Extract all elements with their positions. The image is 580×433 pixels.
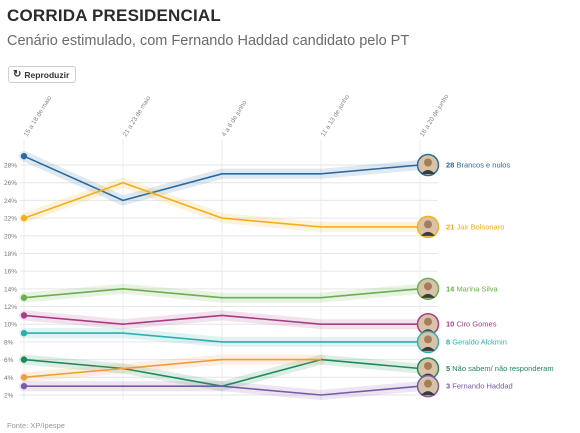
avatar-body [421, 170, 435, 174]
y-tick-label: 24% [4, 198, 17, 205]
avatar-body [421, 231, 435, 236]
series-start-point [20, 329, 28, 337]
series-line [24, 385, 421, 396]
avatar-head [424, 379, 432, 388]
x-tick-label: 11 a 13 de junho [320, 93, 352, 138]
series-end-label: 14 Marina Silva [446, 284, 499, 293]
series-line [23, 314, 420, 325]
x-tick-label: 21 a 23 de maio [122, 94, 153, 138]
avatar-head [424, 158, 432, 167]
y-tick-label: 6% [4, 357, 14, 364]
y-tick-label: 10% [4, 322, 17, 329]
series-line [23, 288, 421, 299]
y-tick-label: 8% [4, 339, 14, 346]
source-note: Fonte: XP/Ipespe [7, 421, 65, 430]
avatar-head [424, 335, 432, 344]
series-start-point [20, 374, 28, 381]
series-end-label: 5 Não sabem/ não responderam [446, 364, 554, 373]
replay-button[interactable]: ↻ Reproduzir [8, 66, 77, 83]
series-end-label: 10 Ciro Gomes [446, 320, 497, 329]
x-tick-label: 18 a 20 de junho [419, 93, 451, 138]
y-tick-label: 12% [4, 304, 17, 311]
series-line [23, 181, 420, 228]
series-start-point [20, 152, 28, 160]
page-title: CORRIDA PRESIDENCIAL [7, 6, 221, 25]
avatar-head [424, 220, 432, 229]
y-tick-label: 26% [4, 180, 17, 187]
avatar-body [421, 391, 435, 396]
x-tick-label: 15 a 18 de maio [23, 94, 54, 138]
y-tick-label: 28% [4, 163, 17, 170]
avatar-head [424, 317, 432, 326]
y-tick-label: 18% [4, 251, 17, 258]
replay-label: Reproduzir [24, 69, 70, 80]
avatar-body [421, 293, 435, 298]
y-tick-label: 4% [4, 375, 14, 382]
y-tick-label: 20% [4, 233, 17, 240]
replay-icon: ↻ [13, 68, 22, 80]
series-start-point [20, 382, 28, 390]
series-start-point [20, 214, 28, 222]
series-end-label: 8 Geraldo Alckmin [446, 337, 507, 346]
series-end-label: 3 Fernando Haddad [446, 382, 513, 391]
series-end-label: 21 Jair Bolsonaro [446, 222, 504, 231]
avatar-head [424, 361, 432, 370]
series-start-point [20, 356, 28, 363]
avatar-head [424, 282, 432, 291]
series-end-label: 28 Brancos e nulos [446, 161, 510, 170]
y-tick-label: 16% [4, 269, 17, 276]
page-subtitle: Cenário estimulado, com Fernando Haddad … [7, 33, 410, 49]
series-line [23, 155, 421, 202]
avatar-body [421, 346, 435, 351]
y-tick-label: 2% [4, 393, 14, 400]
y-tick-label: 14% [4, 286, 17, 293]
series-start-point [20, 294, 28, 301]
series-line [23, 358, 321, 379]
x-tick-label: 4 a 6 de junho [221, 99, 249, 138]
series-line [24, 332, 420, 343]
y-tick-label: 22% [4, 216, 17, 223]
series-start-point [20, 312, 28, 319]
